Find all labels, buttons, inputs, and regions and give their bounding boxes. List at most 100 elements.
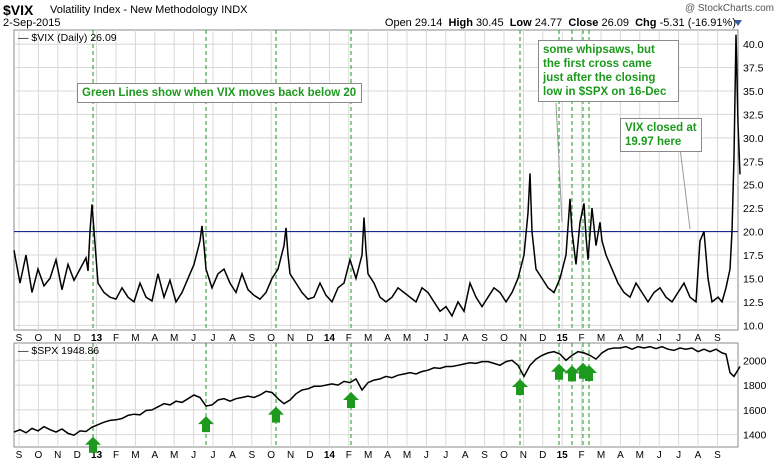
dropdown-triangle-icon[interactable] bbox=[734, 20, 742, 26]
x-tick-label: 15 bbox=[557, 450, 569, 461]
x-tick-label: A bbox=[229, 450, 236, 461]
x-tick-label: D bbox=[74, 333, 81, 344]
series-legend: — $SPX 1948.86 bbox=[18, 345, 99, 357]
x-tick-label: O bbox=[35, 450, 43, 461]
x-tick-label: M bbox=[403, 333, 411, 344]
high-value: 30.45 bbox=[476, 17, 504, 29]
y-tick-label: 10.0 bbox=[743, 320, 764, 332]
x-tick-label: A bbox=[462, 333, 469, 344]
x-tick-label: 14 bbox=[324, 450, 336, 461]
low-value: 24.77 bbox=[534, 17, 563, 29]
symbol-description: Volatility Index - New Methodology INDX bbox=[50, 4, 248, 16]
y-tick-label: 20.0 bbox=[743, 227, 764, 239]
x-tick-label: A bbox=[617, 333, 624, 344]
x-tick-label: D bbox=[539, 333, 546, 344]
x-tick-label: S bbox=[16, 450, 23, 461]
x-tick-label: M bbox=[131, 333, 139, 344]
x-tick-label: 14 bbox=[324, 333, 336, 344]
x-tick-label: O bbox=[267, 333, 275, 344]
up-arrow-icon bbox=[85, 436, 101, 453]
x-tick-label: O bbox=[500, 333, 508, 344]
x-tick-label: J bbox=[657, 333, 662, 344]
close-value: 26.09 bbox=[601, 17, 629, 29]
x-tick-label: F bbox=[579, 333, 585, 344]
x-tick-label: N bbox=[287, 450, 294, 461]
x-tick-label: N bbox=[520, 333, 527, 344]
x-tick-label: D bbox=[74, 450, 81, 461]
x-tick-label: M bbox=[597, 450, 605, 461]
x-tick-label: D bbox=[306, 450, 313, 461]
x-tick-label: S bbox=[16, 333, 23, 344]
x-tick-label: F bbox=[113, 450, 119, 461]
x-tick-label: S bbox=[714, 333, 721, 344]
up-arrow-icon bbox=[268, 406, 284, 423]
x-tick-label: D bbox=[539, 450, 546, 461]
x-tick-label: O bbox=[500, 450, 508, 461]
x-tick-label: A bbox=[384, 333, 391, 344]
x-tick-label: M bbox=[636, 333, 644, 344]
x-tick-label: M bbox=[364, 450, 372, 461]
x-tick-label: J bbox=[424, 450, 429, 461]
y-tick-label: 1400 bbox=[743, 430, 767, 442]
x-tick-label: S bbox=[714, 450, 721, 461]
y-tick-label: 1600 bbox=[743, 405, 767, 417]
x-tick-label: F bbox=[346, 450, 352, 461]
x-tick-label: A bbox=[462, 450, 469, 461]
x-tick-label: M bbox=[364, 333, 372, 344]
annotation-pointer bbox=[679, 147, 691, 230]
x-tick-label: J bbox=[211, 333, 216, 344]
x-tick-label: J bbox=[443, 450, 448, 461]
y-tick-label: 30.0 bbox=[743, 133, 764, 145]
x-tick-label: N bbox=[54, 333, 61, 344]
up-arrow-icon bbox=[512, 379, 528, 395]
x-tick-label: F bbox=[346, 333, 352, 344]
vix-series-line bbox=[13, 34, 741, 318]
brand-watermark: @ StockCharts.com bbox=[684, 3, 774, 14]
y-tick-label: 27.5 bbox=[743, 156, 764, 168]
x-tick-label: M bbox=[170, 450, 178, 461]
x-tick-label: J bbox=[191, 333, 196, 344]
x-tick-label: M bbox=[636, 450, 644, 461]
up-arrow-icon bbox=[198, 416, 214, 433]
x-tick-label: 15 bbox=[557, 333, 569, 344]
x-tick-label: S bbox=[481, 333, 488, 344]
y-tick-label: 35.0 bbox=[743, 86, 764, 98]
up-arrow-icon bbox=[564, 365, 580, 382]
change-value: -5.31 (-16.91%) bbox=[659, 17, 736, 29]
x-tick-label: J bbox=[657, 450, 662, 461]
x-tick-label: N bbox=[54, 450, 61, 461]
x-tick-label: J bbox=[211, 450, 216, 461]
y-tick-label: 22.5 bbox=[743, 203, 764, 215]
plot-frame bbox=[13, 342, 739, 448]
x-tick-label: 13 bbox=[91, 450, 103, 461]
x-tick-label: J bbox=[424, 333, 429, 344]
spx-series-line bbox=[13, 345, 741, 437]
x-tick-label: A bbox=[229, 333, 236, 344]
x-tick-label: N bbox=[287, 333, 294, 344]
y-tick-label: 1800 bbox=[743, 380, 767, 392]
up-arrow-icon bbox=[343, 392, 359, 408]
x-tick-label: F bbox=[579, 450, 585, 461]
x-tick-label: J bbox=[676, 450, 681, 461]
x-tick-label: A bbox=[384, 450, 391, 461]
x-tick-label: D bbox=[306, 333, 313, 344]
chart-date: 2-Sep-2015 bbox=[3, 17, 61, 29]
x-tick-label: F bbox=[113, 333, 119, 344]
x-tick-label: N bbox=[520, 450, 527, 461]
x-tick-label: J bbox=[443, 333, 448, 344]
up-arrow-icon bbox=[581, 364, 597, 381]
x-tick-label: A bbox=[151, 450, 158, 461]
series-legend: — $VIX (Daily) 26.09 bbox=[18, 32, 117, 44]
symbol-title: $VIX bbox=[3, 2, 34, 18]
x-tick-label: S bbox=[481, 450, 488, 461]
x-tick-label: M bbox=[597, 333, 605, 344]
y-tick-label: 25.0 bbox=[743, 180, 764, 192]
ohlc-readout: Open 29.14 High 30.45 Low 24.77 Close 26… bbox=[384, 17, 736, 29]
x-tick-label: A bbox=[151, 333, 158, 344]
x-tick-label: A bbox=[695, 450, 702, 461]
x-tick-label: M bbox=[131, 450, 139, 461]
x-tick-label: A bbox=[617, 450, 624, 461]
y-tick-label: 40.0 bbox=[743, 39, 764, 51]
annotation-pointer bbox=[555, 102, 563, 223]
y-tick-label: 32.5 bbox=[743, 109, 764, 121]
